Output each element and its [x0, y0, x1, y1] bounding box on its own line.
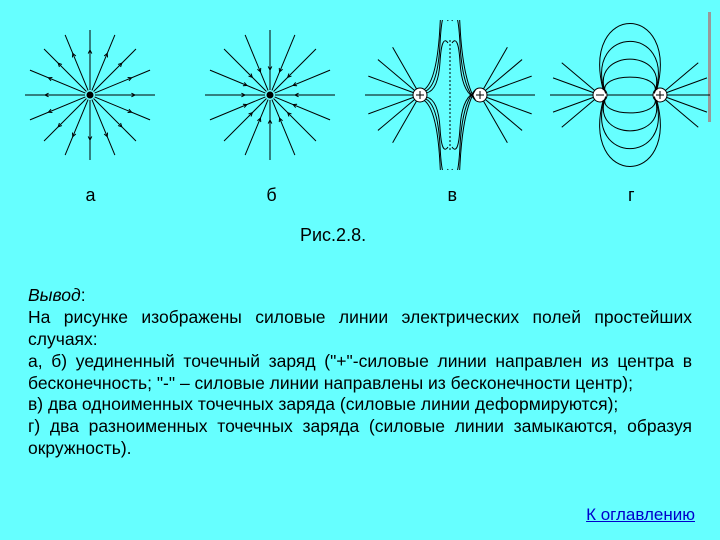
conclusion-line-1: На рисунке изображены силовые линии элек… [28, 307, 692, 349]
diagram-b-negative-charge [185, 20, 355, 170]
conclusion-title: Вывод [28, 285, 81, 305]
diagram-row [0, 0, 720, 190]
diagram-c-two-like-charges [365, 20, 535, 170]
conclusion-line-2: а, б) уединенный точечный заряд ("+"-сил… [28, 351, 692, 393]
slide: а б в г Рис.2.8. Вывод: На рисунке изобр… [0, 0, 720, 540]
label-d: г [628, 185, 635, 215]
figure-caption: Рис.2.8. [300, 225, 366, 246]
label-c: в [448, 185, 458, 215]
diagram-label-row: а б в г [0, 185, 720, 215]
diagram-d-two-opposite-charges [545, 20, 715, 170]
toc-link[interactable]: К оглавлению [586, 505, 695, 525]
diagram-a-positive-charge [5, 20, 175, 170]
label-a: а [85, 185, 95, 215]
conclusion-text: Вывод: На рисунке изображены силовые лин… [28, 285, 692, 460]
conclusion-line-3: в) два одноименных точечных заряда (сило… [28, 394, 618, 414]
conclusion-line-4: г) два разноименных точечных заряда (сил… [28, 416, 692, 458]
label-b: б [266, 185, 276, 215]
